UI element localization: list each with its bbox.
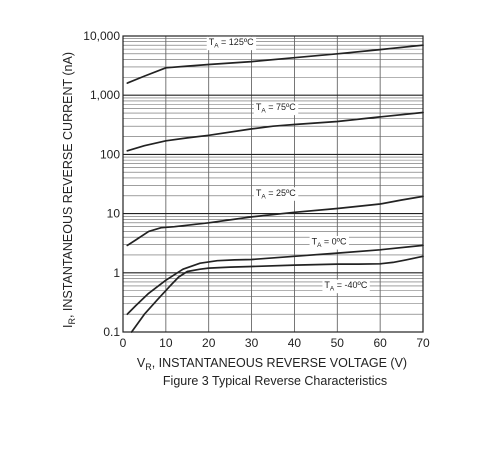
x-tick-label: 70	[416, 336, 430, 350]
y-tick-label: 1	[113, 266, 120, 280]
series-label-background	[206, 36, 257, 51]
series-label: TA = 125ºC	[209, 37, 254, 50]
y-tick-label: 0.1	[103, 325, 120, 339]
y-tick-label: 10,000	[83, 29, 120, 43]
figure-caption: Figure 3 Typical Reverse Characteristics	[163, 374, 387, 388]
plot-frame	[122, 35, 424, 333]
y-tick-label: 10	[107, 207, 121, 221]
x-axis-title: VR, INSTANTANEOUS REVERSE VOLTAGE (V)	[137, 356, 407, 372]
tick-labels: 0 10 20 30 40 50 60 70 0.1 1 10 100 1,000 10,000	[83, 29, 430, 350]
x-tick-label: 50	[331, 336, 345, 350]
x-tick-label: 20	[202, 336, 216, 350]
grid	[123, 36, 423, 333]
series-label: TA = -40ºC	[324, 280, 367, 293]
series-label-background	[253, 101, 299, 116]
x-tick-label: 40	[288, 336, 302, 350]
x-tick-label: 10	[159, 336, 173, 350]
series-label: TA = 75ºC	[256, 102, 296, 115]
series-line	[126, 195, 424, 247]
x-tick-label: 30	[245, 336, 259, 350]
y-axis-title: IR, INSTANTANEOUS REVERSE CURRENT (nA)	[61, 52, 77, 328]
series-label-background	[322, 279, 370, 294]
series-label: TA = 25ºC	[256, 188, 296, 201]
series-line	[126, 44, 424, 84]
x-tick-label: 0	[120, 336, 127, 350]
y-tick-label: 1,000	[90, 88, 120, 102]
series-label-background	[309, 236, 349, 250]
series-line	[126, 111, 424, 152]
x-tick-label: 60	[373, 336, 387, 350]
series-label: TA = 0ºC	[312, 237, 347, 250]
series-label-background	[253, 187, 299, 201]
series-line	[126, 244, 424, 316]
curve-labels: TA = 125ºC TA = 75ºC TA = 25ºC TA = 0ºC TA =…	[206, 36, 370, 294]
series-line	[130, 255, 424, 333]
y-tick-label: 100	[100, 147, 120, 161]
curves	[126, 44, 424, 333]
